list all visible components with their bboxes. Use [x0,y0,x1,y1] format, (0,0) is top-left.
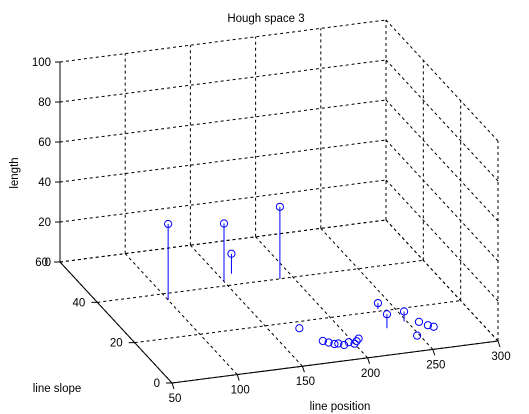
z-tick-label: 20 [38,217,51,229]
data-point-marker [318,336,327,346]
z-tick-label: 100 [32,57,51,69]
back-wall-grid-line [59,19,387,63]
x-tick-mark [497,340,501,348]
data-point-marker [423,321,433,330]
z-tick-label: 80 [38,97,51,109]
data-point-marker [373,298,383,308]
data-point-marker [354,334,363,343]
grid-layer [59,19,499,384]
y-axis-label: line slope [33,383,82,395]
right-wall-grid-line [385,219,499,342]
x-tick-mark [236,374,240,381]
x-tick-label: 200 [361,368,380,380]
data-point-marker [399,307,409,316]
data-point-marker [330,339,339,349]
data-point-marker [429,322,438,331]
floor-grid-line [190,244,303,367]
y-tick-label: 0 [154,378,160,390]
right-wall-grid-line [385,99,499,222]
data-point-marker [219,219,229,228]
data-point-marker [382,310,392,319]
z-tick-label: 60 [38,137,51,149]
data-point-marker [227,249,236,258]
x-tick-label: 300 [491,351,510,363]
x-axis-label: line position [310,401,371,413]
z-tick-label: 40 [38,177,51,189]
back-wall-grid-line [59,99,387,143]
y-tick-label: 20 [110,338,123,350]
data-point-marker [350,339,359,348]
back-wall-grid-line [59,139,387,183]
x-tick-label: 100 [231,385,250,397]
right-wall-grid-line [385,19,499,142]
x-tick-label: 150 [296,376,315,388]
data-point-marker [352,337,361,346]
back-wall-grid-line [59,179,387,223]
x-axis-line [171,340,499,384]
x-tick-mark [171,382,175,390]
right-wall-grid-line [385,179,499,302]
floor-grid-line [124,253,238,375]
data-point-marker [164,219,173,229]
x-tick-label: 50 [169,393,182,405]
z-tick-label: 0 [45,257,51,269]
y-tick-label: 60 [35,257,48,269]
y-axis-line [59,261,173,384]
x-tick-mark [367,357,371,364]
z-axis-label: length [9,157,21,188]
right-wall-grid-line [385,139,499,262]
chart-title: Hough space 3 [227,13,304,25]
floor-grid-line [320,228,434,350]
x-tick-mark [301,366,305,373]
data-point-marker [324,338,333,347]
data-point-marker [334,339,343,348]
data-point-marker [275,202,284,211]
data-point-marker [340,340,349,350]
floor-grid-line [97,259,424,303]
x-tick-label: 250 [426,359,445,371]
floor-grid-line [134,300,461,344]
y-tick-label: 40 [73,297,86,309]
data-point-marker [295,324,304,333]
data-point-marker [414,317,424,326]
stem-layer [164,202,438,350]
right-wall-grid-line [385,59,499,182]
data-point-marker [413,331,422,340]
x-tick-mark [432,349,436,356]
data-point-marker [344,338,353,347]
back-wall-grid-line [59,219,387,263]
back-wall-grid-line [59,59,387,103]
